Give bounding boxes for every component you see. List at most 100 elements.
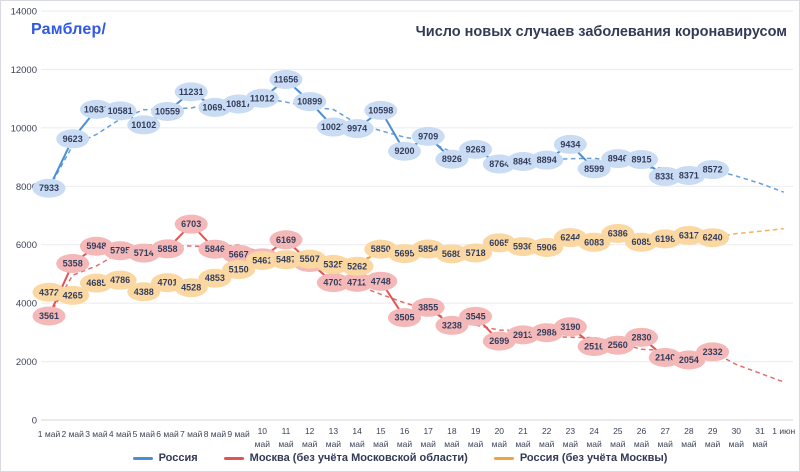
data-point-value: 11231 — [179, 87, 204, 97]
data-point-value: 11012 — [250, 93, 275, 103]
y-axis-label: 0 — [32, 416, 37, 427]
data-point-bubble — [151, 239, 184, 259]
x-axis-label: 30 — [732, 426, 742, 436]
x-axis-label: 14 — [352, 426, 362, 436]
x-axis-label: май — [255, 439, 271, 449]
data-point-value: 10817 — [226, 99, 251, 109]
x-axis-label: 29 — [708, 426, 718, 436]
data-point-value: 4685 — [86, 278, 106, 288]
data-point-value: 5325 — [323, 259, 343, 269]
x-axis-label: май — [349, 439, 365, 449]
data-point-bubble — [506, 237, 540, 257]
data-point-value: 2054 — [679, 355, 699, 365]
data-point-bubble — [364, 271, 398, 291]
x-axis-label: май — [586, 439, 602, 449]
data-point-value: 4701 — [157, 278, 177, 288]
data-point-value: 5854 — [418, 244, 438, 254]
data-point-value: 8946 — [608, 154, 628, 164]
data-point-value: 6244 — [560, 233, 580, 243]
x-axis-label: 3 май — [85, 429, 108, 439]
data-point-value: 11656 — [274, 74, 299, 84]
x-axis-label: 22 — [542, 426, 552, 436]
data-point-bubble — [293, 92, 327, 112]
x-axis-label: май — [421, 439, 437, 449]
data-point-bubble — [269, 250, 303, 270]
data-point-value: 3855 — [418, 302, 438, 312]
x-axis-label: 4 май — [109, 429, 132, 439]
x-axis-label: май — [515, 439, 531, 449]
data-point-bubble — [151, 102, 184, 122]
data-point-value: 5695 — [394, 249, 414, 259]
data-point-value: 9200 — [394, 146, 414, 156]
legend-label-russia: Россия — [158, 452, 198, 464]
x-axis-label: 25 — [613, 426, 623, 436]
data-point-bubble — [174, 82, 208, 102]
data-point-bubble — [648, 166, 682, 186]
data-point-bubble — [340, 119, 374, 139]
data-point-bubble — [601, 223, 635, 243]
data-point-value: 5850 — [371, 244, 391, 254]
data-point-value: 6085 — [631, 237, 651, 247]
legend-swatch-moscow-icon — [223, 456, 244, 460]
x-axis-label: май — [634, 439, 650, 449]
x-axis-label: 11 — [282, 426, 291, 436]
data-point-bubble — [672, 350, 706, 370]
data-point-bubble — [32, 178, 66, 198]
data-point-value: 8371 — [679, 170, 699, 180]
data-point-bubble — [56, 129, 90, 149]
data-point-value: 5718 — [466, 248, 486, 258]
data-point-value: 10598 — [368, 105, 393, 115]
data-point-bubble — [530, 237, 564, 257]
data-point-bubble — [625, 150, 658, 170]
data-point-value: 5487 — [276, 255, 296, 265]
data-point-bubble — [56, 253, 90, 273]
x-axis-label: 16 — [400, 426, 410, 436]
data-point-value: 5906 — [537, 242, 557, 252]
x-axis-label: май — [729, 439, 745, 449]
x-axis-label: 24 — [589, 426, 599, 436]
data-point-value: 10581 — [108, 106, 133, 116]
data-point-bubble — [601, 149, 635, 169]
data-point-bubble — [577, 336, 611, 356]
data-point-value: 5358 — [63, 258, 83, 268]
data-point-bubble — [245, 250, 279, 270]
data-point-value: 4388 — [134, 287, 154, 297]
data-point-value: 5667 — [229, 249, 249, 259]
data-point-value: 5858 — [157, 244, 177, 254]
data-point-bubble — [435, 244, 469, 264]
x-axis-label: 8 май — [204, 429, 227, 439]
data-point-value: 5795 — [110, 246, 130, 256]
data-point-value: 8572 — [703, 165, 723, 175]
data-point-bubble — [696, 228, 730, 248]
data-point-value: 3190 — [560, 322, 580, 332]
x-axis-label: май — [444, 439, 460, 449]
data-point-value: 8338 — [655, 171, 675, 181]
x-axis-label: май — [539, 439, 555, 449]
data-point-value: 2988 — [537, 328, 557, 338]
x-axis-label: май — [658, 439, 674, 449]
data-point-value: 4265 — [63, 290, 83, 300]
data-point-value: 6703 — [181, 219, 201, 229]
data-point-bubble — [625, 327, 658, 347]
data-point-value: 2332 — [703, 347, 723, 357]
x-axis-label: 20 — [495, 426, 505, 436]
data-point-value: 5262 — [347, 261, 367, 271]
data-point-bubble — [530, 150, 564, 170]
data-point-value: 6317 — [679, 230, 699, 240]
data-point-value: 8599 — [584, 164, 604, 174]
data-point-bubble — [103, 270, 137, 290]
data-point-value: 4712 — [347, 277, 367, 287]
data-point-value: 7933 — [39, 183, 59, 193]
data-point-value: 5948 — [86, 241, 106, 251]
data-point-bubble — [32, 306, 66, 326]
chart-legend: Россия Москва (без учёта Московской обла… — [1, 449, 799, 467]
x-axis-label: 1 июн — [772, 426, 795, 436]
data-point-bubble — [506, 151, 540, 171]
data-point-value: 6386 — [608, 228, 628, 238]
data-point-value: 9263 — [466, 144, 486, 154]
data-point-bubble — [435, 315, 469, 335]
data-point-bubble — [198, 268, 232, 288]
data-point-value: 2516 — [584, 341, 604, 351]
